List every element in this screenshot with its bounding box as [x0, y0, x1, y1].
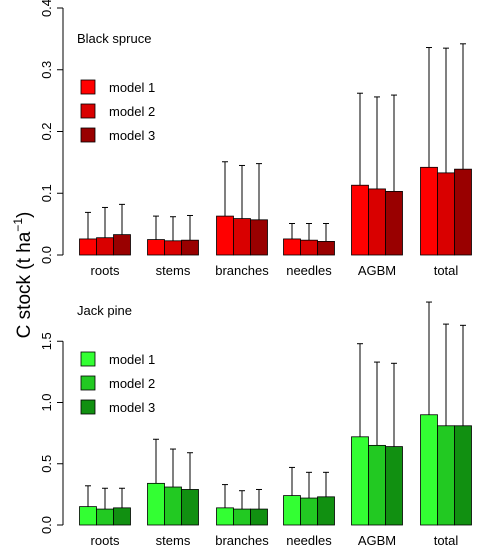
jack-pine-category-label: AGBM: [358, 533, 396, 548]
black-spruce-bar: [96, 237, 114, 256]
jack-pine-bar: [96, 508, 114, 526]
black-spruce-y-tick-label: 0.1: [39, 184, 54, 202]
jack-pine-bar: [300, 497, 318, 526]
y-axis-label-main: C stock (t ha: [14, 231, 35, 338]
black-spruce-legend-swatch: [80, 79, 96, 95]
jack-pine-legend-swatch: [80, 351, 96, 367]
black-spruce-bar: [147, 239, 165, 256]
jack-pine-bar: [420, 414, 438, 526]
black-spruce-category-label: needles: [286, 263, 332, 278]
jack-pine-category-label: roots: [91, 533, 120, 548]
black-spruce-category-label: total: [434, 263, 459, 278]
jack-pine-category-label: stems: [156, 533, 191, 548]
black-spruce-bar: [79, 238, 97, 256]
black-spruce-bar: [368, 188, 386, 256]
jack-pine-bar: [368, 444, 386, 526]
black-spruce-bar: [181, 239, 199, 256]
jack-pine-bar: [250, 508, 268, 526]
jack-pine-bar: [147, 482, 165, 526]
black-spruce-category-label: roots: [91, 263, 120, 278]
jack-pine-y-tick-label: 1.5: [39, 332, 54, 350]
black-spruce-legend-swatch: [80, 103, 96, 119]
black-spruce-bar: [351, 184, 369, 256]
black-spruce-bar: [250, 219, 268, 256]
jack-pine-bar: [385, 446, 403, 526]
black-spruce-category-label: AGBM: [358, 263, 396, 278]
jack-pine-y-tick-label: 0.5: [39, 455, 54, 473]
black-spruce-bar: [385, 190, 403, 256]
jack-pine-legend-swatch: [80, 375, 96, 391]
jack-pine-bar: [164, 486, 182, 526]
jack-pine-bar: [454, 425, 472, 526]
black-spruce-legend-label: model 2: [109, 104, 155, 119]
black-spruce-bar: [164, 240, 182, 256]
jack-pine-bar: [79, 506, 97, 526]
black-spruce-panel: 0.0 0.1 0.2 0.3 0.4 roots stems branches needles…: [39, 0, 472, 278]
black-spruce-category-label: stems: [156, 263, 191, 278]
jack-pine-legend-label: model 1: [109, 352, 155, 367]
jack-pine-bar: [216, 507, 234, 526]
jack-pine-legend-label: model 3: [109, 400, 155, 415]
black-spruce-y-tick-label: 0.3: [39, 61, 54, 79]
black-spruce-y-tick-label: 0.0: [39, 246, 54, 264]
jack-pine-bar: [113, 507, 131, 526]
y-axis-label-exponent: −1: [11, 218, 25, 232]
jack-pine-y-tick-label: 1.0: [39, 393, 54, 411]
black-spruce-bar: [317, 241, 335, 256]
black-spruce-bar: [420, 166, 438, 256]
jack-pine-bar: [233, 508, 251, 526]
jack-pine-panel: 0.0 0.5 1.0 1.5 roots stems branches needles AGB…: [39, 301, 472, 548]
black-spruce-bar: [283, 238, 301, 256]
jack-pine-panel-label: Jack pine: [77, 303, 132, 318]
y-axis-label-close: ): [14, 212, 35, 218]
jack-pine-category-label: branches: [215, 533, 269, 548]
black-spruce-legend-swatch: [80, 127, 96, 143]
jack-pine-category-label: needles: [286, 533, 332, 548]
jack-pine-y-tick-label: 0.0: [39, 516, 54, 534]
black-spruce-bar: [113, 234, 131, 256]
black-spruce-category-label: branches: [215, 263, 269, 278]
black-spruce-bar: [454, 168, 472, 256]
black-spruce-legend-label: model 1: [109, 80, 155, 95]
jack-pine-legend-swatch: [80, 399, 96, 415]
black-spruce-bar: [437, 172, 455, 256]
black-spruce-bar: [300, 239, 318, 256]
black-spruce-y-tick-label: 0.4: [39, 0, 54, 17]
black-spruce-bar: [233, 218, 251, 256]
jack-pine-bar: [437, 425, 455, 526]
black-spruce-y-tick-label: 0.2: [39, 122, 54, 140]
black-spruce-panel-label: Black spruce: [77, 31, 151, 46]
jack-pine-bar: [351, 436, 369, 526]
black-spruce-bar: [216, 215, 234, 256]
jack-pine-legend-label: model 2: [109, 376, 155, 391]
jack-pine-bar: [181, 489, 199, 526]
black-spruce-legend-label: model 3: [109, 128, 155, 143]
y-axis-label: C stock (t ha−1): [11, 212, 35, 339]
jack-pine-bar: [317, 496, 335, 526]
jack-pine-bar: [283, 495, 301, 526]
jack-pine-category-label: total: [434, 533, 459, 548]
